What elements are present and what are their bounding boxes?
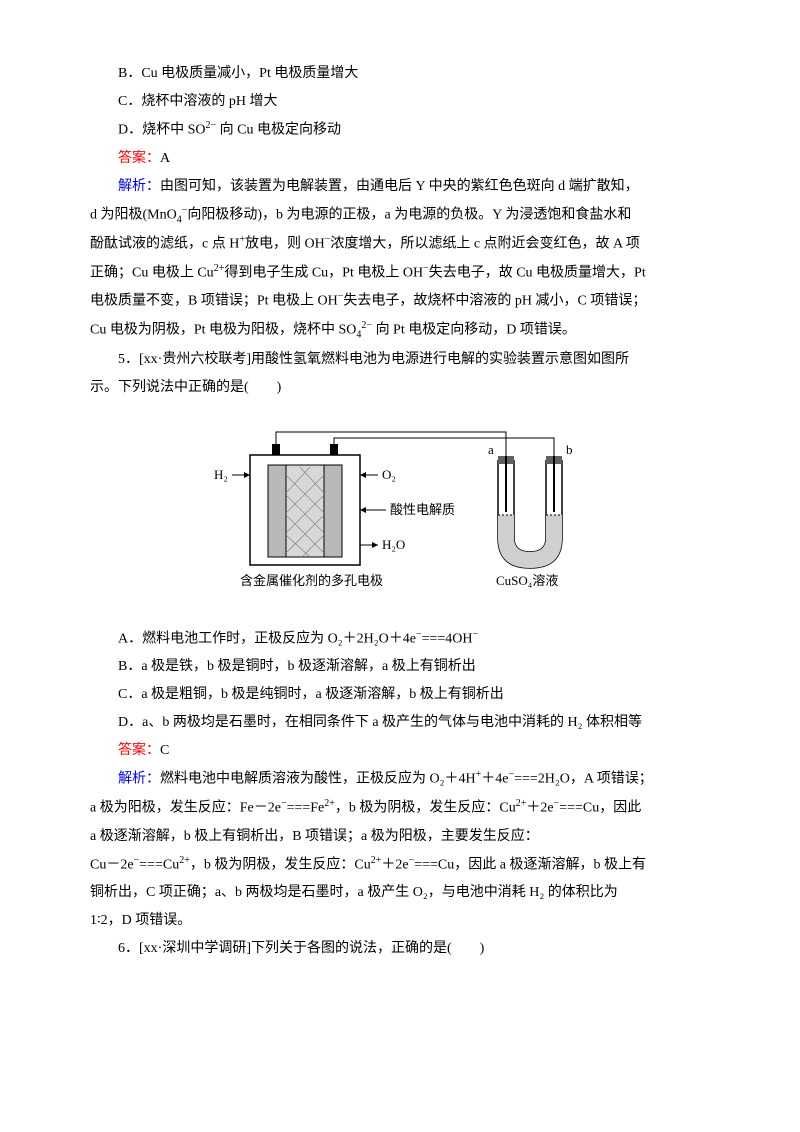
- u-tube: [498, 456, 562, 568]
- q5-a-pre: A．燃料电池工作时，正极反应为 O₂＋2H₂O＋4e: [118, 631, 416, 646]
- q4-ana-6-sub: 4: [356, 330, 361, 341]
- document-page: B．Cu 电极质量减小，Pt 电极质量增大 C．烧杯中溶液的 pH 增大 D．烧…: [0, 0, 800, 1132]
- q5-ana-4-mid3: ＋2e: [381, 857, 408, 872]
- q4-option-d-sup: 2−: [206, 120, 217, 131]
- q5-ana-2-mid1: ===Fe: [287, 801, 325, 816]
- q5-ana-4-mid2: ，b 极为阴极，发生反应：Cu: [190, 857, 371, 872]
- q4-answer: 答案：A: [90, 145, 710, 173]
- q6-intro: 6．[xx·深圳中学调研]下列关于各图的说法，正确的是( ): [90, 935, 710, 963]
- answer-label: 答案：: [118, 151, 160, 166]
- q4-option-b: B．Cu 电极质量减小，Pt 电极质量增大: [90, 60, 710, 88]
- q4-analysis-4: 正确；Cu 电极上 Cu2+得到电子生成 Cu，Pt 电极上 OH−失去电子，故…: [90, 259, 710, 288]
- q4-option-d-post: 向 Cu 电极定向移动: [216, 123, 341, 138]
- q5-ana-4-sup3: 2+: [371, 855, 382, 866]
- q5-analysis-5: 铜析出，C 项正确；a、b 两极均是石墨时，a 极产生 O₂，与电池中消耗 H₂…: [90, 879, 710, 907]
- analysis-label: 解析：: [118, 179, 160, 194]
- answer-label: 答案：: [118, 743, 160, 758]
- o2-label: O₂: [382, 467, 396, 482]
- q5-option-b: B．a 极是铁，b 极是铜时，b 极逐渐溶解，a 极上有铜析出: [90, 653, 710, 681]
- q5-ana-4-post: ===Cu，因此 a 极逐渐溶解，b 极上有: [414, 857, 646, 872]
- q5-option-c: C．a 极是粗铜，b 极是纯铜时，a 极逐渐溶解，b 极上有铜析出: [90, 681, 710, 709]
- h2o-label: H₂O: [382, 537, 405, 552]
- q5-intro-2: 示。下列说法中正确的是( ): [90, 374, 710, 402]
- q4-ana-2-pre: d 为阳极(MnO: [90, 207, 177, 222]
- q5-ana-1c: ===2H₂O，A 项错误；: [514, 772, 653, 787]
- fuel-cell-diagram-svg: H₂ O₂ 酸性电解质 H₂O 含金属催化剂的多孔电极: [190, 420, 610, 600]
- b-label: b: [566, 442, 573, 457]
- q4-ana-5-pre: 电极质量不变，B 项错误；Pt 电极上 OH: [90, 294, 338, 309]
- q5-option-d: D．a、b 两极均是石墨时，在相同条件下 a 极产生的气体与电池中消耗的 H₂ …: [90, 709, 710, 737]
- wires: [276, 432, 554, 456]
- q5-ana-4-pre: Cu－2e: [90, 857, 134, 872]
- q4-option-d-pre: D．烧杯中 SO: [118, 123, 206, 138]
- q4-ana-4-pre: 正确；Cu 电极上 Cu: [90, 265, 214, 280]
- q4-ana-5-post: 失去电子，故烧杯中溶液的 pH 减小，C 项错误；: [343, 294, 646, 309]
- q4-ana-3-pre: 酚酞试液的滤纸，c 点 H: [90, 237, 239, 252]
- q4-analysis-1: 解析：由图可知，该装置为电解装置，由通电后 Y 中央的紫红色色斑向 d 端扩散知…: [90, 173, 710, 201]
- a-label: a: [488, 442, 494, 457]
- q4-answer-value: A: [160, 151, 170, 166]
- q5-analysis-6: 1∶2，D 项错误。: [90, 907, 710, 935]
- q5-intro-1: 5．[xx·贵州六校联考]用酸性氢氧燃料电池为电源进行电解的实验装置示意图如图所: [90, 346, 710, 374]
- electrode-caption: 含金属催化剂的多孔电极: [240, 573, 383, 588]
- h2-label: H₂: [214, 467, 228, 482]
- q5-answer: 答案：C: [90, 737, 710, 765]
- q5-analysis-2: a 极为阳极，发生反应：Fe－2e−===Fe2+，b 极为阴极，发生反应：Cu…: [90, 794, 710, 823]
- q4-ana-6-post: 向 Pt 电极定向移动，D 项错误。: [372, 323, 576, 338]
- q5-ana-2-mid2: ，b 极为阴极，发生反应：Cu: [335, 801, 516, 816]
- q5-a-sup2: −: [472, 629, 478, 640]
- q4-analysis-5: 电极质量不变，B 项错误；Pt 电极上 OH−失去电子，故烧杯中溶液的 pH 减…: [90, 287, 710, 316]
- q4-analysis-6: Cu 电极为阴极，Pt 电极为阳极，烧杯中 SO42− 向 Pt 电极定向移动，…: [90, 316, 710, 345]
- cuso4-label: CuSO₄溶液: [496, 573, 558, 588]
- q5-ana-2-pre: a 极为阳极，发生反应：Fe－2e: [90, 801, 281, 816]
- q5-analysis-4: Cu－2e−===Cu2+，b 极为阴极，发生反应：Cu2+＋2e−===Cu，…: [90, 851, 710, 880]
- q4-option-c: C．烧杯中溶液的 pH 增大: [90, 88, 710, 116]
- q5-diagram: H₂ O₂ 酸性电解质 H₂O 含金属催化剂的多孔电极: [90, 420, 710, 611]
- q5-a-mid: ===4OH: [422, 631, 473, 646]
- q4-ana-3-post: 浓度增大，所以滤纸上 c 点附近会变红色，故 A 项: [330, 237, 640, 252]
- analysis-label: 解析：: [118, 772, 160, 787]
- q5-ana-1a: 燃料电池中电解质溶液为酸性，正极反应为 O₂＋4H: [160, 772, 476, 787]
- q5-ana-2-sup3: 2+: [516, 798, 527, 809]
- q4-analysis-3: 酚酞试液的滤纸，c 点 H+放电，则 OH−浓度增大，所以滤纸上 c 点附近会变…: [90, 230, 710, 259]
- q4-ana-2-post: 向阳极移动)，b 为电源的正极，a 为电源的负极。Y 为浸透饱和食盐水和: [187, 207, 631, 222]
- q5-ana-4-sup2: 2+: [179, 855, 190, 866]
- q4-ana-6-pre: Cu 电极为阴极，Pt 电极为阳极，烧杯中 SO: [90, 323, 356, 338]
- q5-answer-value: C: [160, 743, 169, 758]
- electrolyte-label: 酸性电解质: [390, 502, 455, 517]
- q4-ana-6-sup: 2−: [361, 320, 372, 331]
- q5-ana-1b: ＋4e: [481, 772, 508, 787]
- q5-ana-4-mid1: ===Cu: [139, 857, 179, 872]
- q5-analysis-3: a 极逐渐溶解，b 极上有铜析出，B 项错误；a 极为阳极，主要发生反应：: [90, 823, 710, 851]
- q5-ana-2-post: ===Cu，因此: [559, 801, 641, 816]
- q4-ana-2-sub: 4: [177, 214, 182, 225]
- q4-analysis-2: d 为阳极(MnO4−向阳极移动)，b 为电源的正极，a 为电源的负极。Y 为浸…: [90, 201, 710, 230]
- q4-option-d: D．烧杯中 SO2− 向 Cu 电极定向移动: [90, 116, 710, 145]
- q4-ana-4-post: 失去电子，故 Cu 电极质量增大，Pt: [429, 265, 646, 280]
- q5-ana-2-sup2: 2+: [324, 798, 335, 809]
- q5-option-a: A．燃料电池工作时，正极反应为 O₂＋2H₂O＋4e−===4OH−: [90, 625, 710, 654]
- q4-ana-3-mid: 放电，则 OH: [245, 237, 325, 252]
- fuel-cell: [232, 444, 386, 565]
- q4-ana-1: 由图可知，该装置为电解装置，由通电后 Y 中央的紫红色色斑向 d 端扩散知，: [160, 179, 639, 194]
- q4-ana-4-sup1: 2+: [214, 263, 225, 274]
- q4-ana-4-mid1: 得到电子生成 Cu，Pt 电极上 OH: [224, 265, 423, 280]
- q5-analysis-1: 解析：燃料电池中电解质溶液为酸性，正极反应为 O₂＋4H+＋4e−===2H₂O…: [90, 765, 710, 794]
- q5-ana-2-mid3: ＋2e: [526, 801, 553, 816]
